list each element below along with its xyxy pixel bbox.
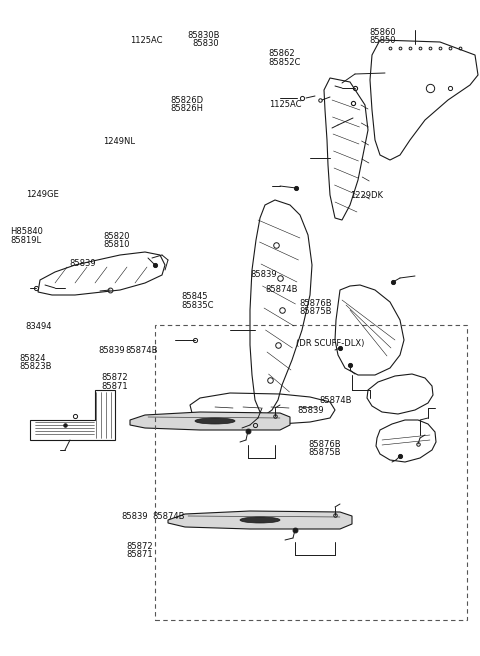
Text: 85820: 85820 bbox=[103, 232, 130, 241]
Polygon shape bbox=[335, 285, 404, 375]
Text: H85840: H85840 bbox=[11, 227, 43, 236]
Text: 85876B: 85876B bbox=[300, 298, 332, 308]
Text: 1249NL: 1249NL bbox=[103, 137, 135, 146]
Text: 85835C: 85835C bbox=[181, 300, 214, 310]
Text: 85845: 85845 bbox=[181, 292, 208, 301]
Text: 85872: 85872 bbox=[102, 373, 128, 382]
Text: 85823B: 85823B bbox=[19, 362, 52, 371]
Polygon shape bbox=[250, 200, 312, 415]
Text: 85872: 85872 bbox=[127, 542, 153, 551]
Text: 1229DK: 1229DK bbox=[350, 191, 384, 200]
Text: 1249GE: 1249GE bbox=[26, 190, 59, 199]
Text: 85860: 85860 bbox=[370, 28, 396, 37]
Polygon shape bbox=[367, 374, 433, 414]
Text: 85871: 85871 bbox=[102, 382, 128, 391]
Text: 85839: 85839 bbox=[70, 259, 96, 268]
Polygon shape bbox=[30, 390, 115, 440]
Ellipse shape bbox=[240, 517, 280, 523]
Text: 85874B: 85874B bbox=[126, 346, 158, 356]
Text: 85826D: 85826D bbox=[170, 96, 204, 105]
Text: 1125AC: 1125AC bbox=[130, 35, 162, 45]
Text: 85839: 85839 bbox=[298, 406, 324, 415]
Text: 1125AC: 1125AC bbox=[269, 100, 301, 110]
Polygon shape bbox=[168, 511, 352, 529]
Text: 85874B: 85874B bbox=[320, 396, 352, 405]
Ellipse shape bbox=[195, 418, 235, 424]
Polygon shape bbox=[376, 420, 436, 462]
Text: 85839: 85839 bbox=[98, 346, 124, 356]
Polygon shape bbox=[130, 412, 290, 430]
Text: 85875B: 85875B bbox=[300, 307, 332, 316]
Text: 85810: 85810 bbox=[103, 240, 130, 249]
Text: 85875B: 85875B bbox=[309, 448, 341, 457]
Text: 85850: 85850 bbox=[370, 36, 396, 45]
Polygon shape bbox=[38, 252, 165, 295]
Text: (DR SCUFF-DLX): (DR SCUFF-DLX) bbox=[296, 338, 364, 348]
Text: 85876B: 85876B bbox=[309, 440, 341, 449]
Text: 85871: 85871 bbox=[127, 550, 153, 560]
Text: 85839: 85839 bbox=[121, 512, 148, 521]
Text: 85824: 85824 bbox=[19, 354, 46, 363]
Text: 85862: 85862 bbox=[269, 49, 295, 58]
Text: 85874B: 85874B bbox=[265, 285, 298, 295]
Text: 83494: 83494 bbox=[25, 322, 52, 331]
Text: 85839: 85839 bbox=[251, 270, 277, 279]
Bar bbox=[155, 325, 467, 620]
Text: 85852C: 85852C bbox=[269, 58, 301, 67]
Text: 85830: 85830 bbox=[192, 39, 218, 49]
Text: 85826H: 85826H bbox=[170, 104, 204, 113]
Text: 85830B: 85830B bbox=[187, 31, 220, 40]
Text: 85874B: 85874B bbox=[153, 512, 185, 521]
Text: 85819L: 85819L bbox=[11, 236, 42, 245]
